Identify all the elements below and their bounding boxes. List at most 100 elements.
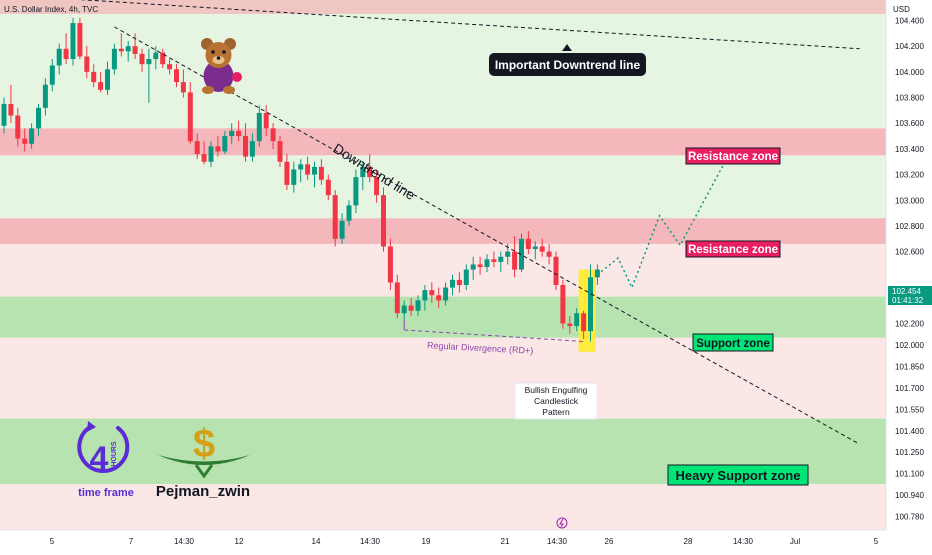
- heavy-support-zone-label: Heavy Support zone: [667, 464, 809, 486]
- candle-body: [325, 179, 331, 196]
- last-price-value: 102.454: [892, 287, 921, 296]
- time-tick-label: Jul: [790, 537, 800, 546]
- candle-body: [194, 141, 200, 155]
- candle-body: [470, 264, 476, 270]
- candle-body: [387, 246, 393, 283]
- resistance-zone-label-1: Resistance zone: [685, 147, 781, 165]
- candle-body: [429, 290, 435, 296]
- important-downtrend-label: Important Downtrend line: [495, 58, 641, 72]
- candle-body: [312, 166, 317, 175]
- candle-body: [180, 82, 186, 93]
- price-tick-label: 101.250: [895, 448, 924, 457]
- candle-body: [298, 164, 304, 170]
- price-tick-label: 103.400: [895, 145, 924, 154]
- candle-body: [70, 23, 76, 60]
- candle-body: [318, 166, 324, 180]
- candle-body: [381, 195, 386, 247]
- candle-body: [22, 138, 28, 144]
- engulfing-pattern-callout: Bullish Engulfing: [514, 382, 598, 420]
- pattern-line-1: Bullish Engulfing: [525, 385, 588, 395]
- time-tick-label: 12: [235, 537, 244, 546]
- candle-body: [256, 112, 262, 142]
- last-price-marker: 102.454 01:41:32: [888, 286, 932, 305]
- resistance-zone-text-1: Resistance zone: [688, 151, 778, 163]
- time-tick-label: 28: [684, 537, 693, 546]
- candle-body: [505, 251, 511, 257]
- candle-body: [477, 264, 483, 268]
- time-tick-label: 19: [422, 537, 431, 546]
- bottom-pink-band: [0, 484, 886, 530]
- candle-body: [111, 48, 117, 70]
- candle-body: [422, 290, 428, 301]
- price-tick-label: 101.700: [895, 384, 924, 393]
- candle-body: [443, 287, 449, 301]
- price-tick-label: 101.400: [895, 427, 924, 436]
- candle-body: [167, 64, 173, 70]
- candle-body: [491, 259, 497, 262]
- svg-text:$: $: [193, 422, 215, 466]
- price-tick-label: 103.200: [895, 171, 924, 180]
- candle-body: [229, 130, 235, 137]
- candle-body: [277, 141, 283, 162]
- time-axis[interactable]: [0, 529, 932, 550]
- flash-icon[interactable]: [556, 517, 568, 529]
- price-tick-label: 100.940: [895, 491, 924, 500]
- candle-body: [463, 269, 469, 286]
- candle-body: [415, 300, 421, 311]
- price-tick-label: 104.000: [895, 68, 924, 77]
- time-tick-label: 5: [874, 537, 879, 546]
- candle-body: [15, 115, 21, 139]
- price-ticks: 104.400 104.200 104.000 103.800 103.600 103.4…: [895, 17, 924, 522]
- trendline: [78, 0, 860, 50]
- candle-body: [208, 146, 214, 162]
- pattern-line-2: Candlestick: [534, 396, 579, 406]
- author-name: Pejman_zwin: [156, 483, 250, 500]
- candle-body: [305, 164, 311, 175]
- time-tick-label: 14:30: [360, 537, 381, 546]
- time-tick-label: 14:30: [174, 537, 195, 546]
- candle-body: [8, 103, 14, 116]
- candle-body: [174, 69, 179, 83]
- price-tick-label: 102.600: [895, 248, 924, 257]
- dollar-logo-icon: $: [158, 422, 250, 479]
- price-tick-label: 101.100: [895, 470, 924, 479]
- price-tick-label: 104.200: [895, 42, 924, 51]
- mid-green-band: [0, 155, 886, 219]
- candle-body: [408, 305, 414, 311]
- candle-body: [132, 46, 138, 54]
- time-tick-label: 26: [605, 537, 614, 546]
- important-downtrend-callout: Important Downtrend line: [489, 44, 646, 76]
- candle-body: [153, 52, 159, 60]
- candle-body: [118, 48, 124, 52]
- candle-body: [539, 246, 545, 252]
- price-tick-label: 101.850: [895, 362, 924, 371]
- candle-body: [401, 305, 407, 314]
- candle-body: [588, 277, 593, 332]
- upper-green-band: [0, 14, 886, 129]
- price-tick-label: 102.200: [895, 320, 924, 329]
- candle-body: [574, 313, 580, 327]
- candle-body: [215, 146, 221, 152]
- price-tick-label: 103.800: [895, 94, 924, 103]
- currency-label: USD: [893, 5, 910, 14]
- candle-body: [77, 23, 83, 57]
- timeframe-badge-icon: 4 HOURS: [77, 421, 130, 478]
- candle-body: [525, 238, 531, 250]
- candle-body: [222, 136, 228, 152]
- candle-body: [63, 48, 69, 60]
- top-band: [0, 0, 886, 15]
- candle-body: [546, 251, 552, 257]
- price-axis[interactable]: USD: [885, 0, 932, 550]
- candle-body: [436, 295, 442, 301]
- candle-body: [263, 112, 269, 129]
- bear-mascot-icon: [201, 38, 242, 94]
- time-ticks: 5 7 14:30 12 14 14:30 19 21 14:30 26 28 14:30 Jul 5: [50, 537, 879, 546]
- price-tick-label: 102.800: [895, 222, 924, 231]
- support-zone-text: Support zone: [696, 338, 769, 350]
- divergence-line: [404, 329, 584, 342]
- candle-body: [512, 251, 518, 270]
- price-tick-label: 104.400: [895, 17, 924, 26]
- candle-body: [532, 246, 538, 250]
